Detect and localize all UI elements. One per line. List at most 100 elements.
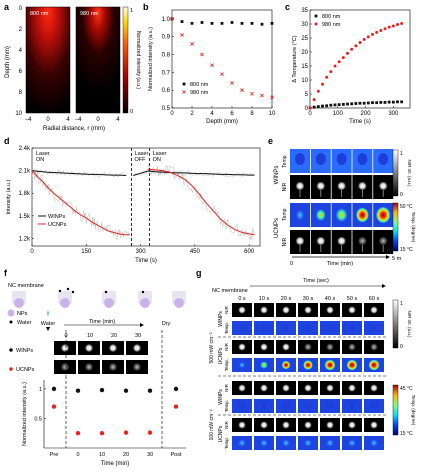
panel-e-cbar1-bottom: 0 [400,192,403,198]
panel-a-xtick: 0 [46,117,50,123]
x-stroke [180,33,184,37]
time-label: 20 s [281,296,292,302]
panel-f-time: 20 [111,333,117,339]
chart-f: 1 0.5 Pre 0 10 20 30 Post Time (min) Normalized i… [22,330,186,467]
membrane-schematic-2 [58,287,75,308]
thermal-spot [296,210,304,220]
thermal-spot [336,153,347,165]
data-point-980nm [312,98,316,102]
data-point-980nm [333,64,337,68]
y-tick-label: 30 [301,22,308,28]
thermal-spot [376,206,391,224]
data-point-800nm [210,21,214,25]
noise-band [147,163,254,241]
data-point-980nm [350,47,354,51]
time-label: 40 s [325,296,336,302]
nir-spot [238,343,246,351]
x-axis-label: Time (s) [349,119,371,125]
panel-f-schematic: NPs Water Water Dry Time (min) [7,287,186,331]
data-point-800nm [362,101,366,105]
x-axis-label: Depth (mm) [206,119,238,125]
nir-spot [316,181,326,191]
nir-spot [60,362,70,372]
panel-e-cbar2-label: Temp. (degree) [411,212,416,243]
y-tick-label: 0.6 [162,88,171,94]
thermal-spot [303,360,313,370]
nir-spot [357,236,367,246]
panel-g-image-grid: 0 s 10 s 20 s 30 s 40 s 50 s 60 s NIR Temp. NIR Te… [218,296,386,450]
panel-f-water-label: Water [41,321,56,327]
panel-e-sub-label: NIR [282,182,288,191]
nir-spot [238,421,246,429]
data-point-800nm [321,104,324,108]
data-point-800nm [354,102,358,105]
panel-a-xlabel: Radial distance, r (mm) [43,126,105,132]
data-point-800nm [341,102,345,106]
series-line-WINPs [133,170,255,176]
nir-spot [304,421,312,429]
panel-c: c 0 100 200 300 0 5 10 15 20 25 30 35 Time (s) Δ Temp… [285,2,411,125]
legend-marker [182,90,186,94]
y-tick-label: 0.5 [34,416,42,422]
thermal-spot [348,439,356,447]
nir-spot [282,306,290,314]
thermal-spot [260,439,268,447]
data-point-800nm [396,100,399,104]
data-point-800nm [325,104,329,108]
panel-e-sub-label: Temp. [282,154,288,168]
laser-state-label: OFF [135,157,147,163]
series-line-UCNPs [147,168,255,236]
y-tick-label: 25 [301,36,308,42]
data-point-980nm [200,52,204,57]
laser-state-label: Laser [135,151,149,157]
y-tick-label: 2.1k [19,169,31,175]
thermal-spot [315,153,326,165]
data-point-UCNPs [147,430,153,435]
x-tick-label: 450 [190,249,201,255]
thermal-spot [324,359,336,371]
x-tick-label: 300 [136,249,147,255]
data-point-800nm [190,21,194,25]
thermal-spot [239,325,245,331]
x-tick-label: Pre [50,452,59,458]
panel-label-e: e [268,136,273,146]
data-point-980nm [316,89,320,93]
legend-label: 800 nm [322,14,341,20]
thermal-spot [349,403,355,409]
data-point-UCNPs [75,431,81,436]
chart-d: 0 150 300 450 600 1.2k 1.5k 1.8k 2.1k 2.4k Time (s… [6,146,261,264]
chart-b: 0 2 4 6 8 10 0.5 0.6 0.7 0.8 0.9 1.0 Depth (mm) Norma… [148,9,276,125]
data-point-WINPs [173,386,179,392]
data-point-WINPs [99,387,105,393]
panel-label-a: a [4,2,10,12]
data-point-800nm [383,101,387,104]
data-point-980nm [400,21,404,25]
legend-label: 800 nm [190,82,209,88]
panel-g-cbar2-label: Temp. (degree) [411,395,416,426]
x-tick-label: 10 [99,452,105,458]
nir-spot [84,362,94,372]
data-point-800nm [358,101,362,105]
x-stroke [210,63,214,68]
panel-f-time-labels: 0 10 20 30 [64,333,141,339]
panel-g-power2: 100 mW cm⁻² [209,409,215,440]
thermal-spot [283,403,289,409]
thermal-spot [349,325,355,331]
data-point-980nm [170,17,174,21]
nir-spot [282,343,290,351]
panel-a-ylabel: Depth (mm) [5,46,11,78]
row-mode-label: NIR [224,342,229,351]
nir-spot [282,421,290,429]
x-axis-label: Time (min) [101,461,129,467]
nir-spot [238,306,246,314]
nir-spot [304,306,312,314]
panel-e-sub-label: NIR [282,237,288,246]
membrane-schematic-4 [138,290,152,308]
data-point-980nm [362,37,366,41]
nir-spot [304,343,312,351]
x-tick-label: Post [170,452,181,458]
y-axis-label: Intensity (a.u.) [6,179,12,214]
y-tick-label: 10 [301,78,308,84]
panel-f-time: 30 [135,333,141,339]
